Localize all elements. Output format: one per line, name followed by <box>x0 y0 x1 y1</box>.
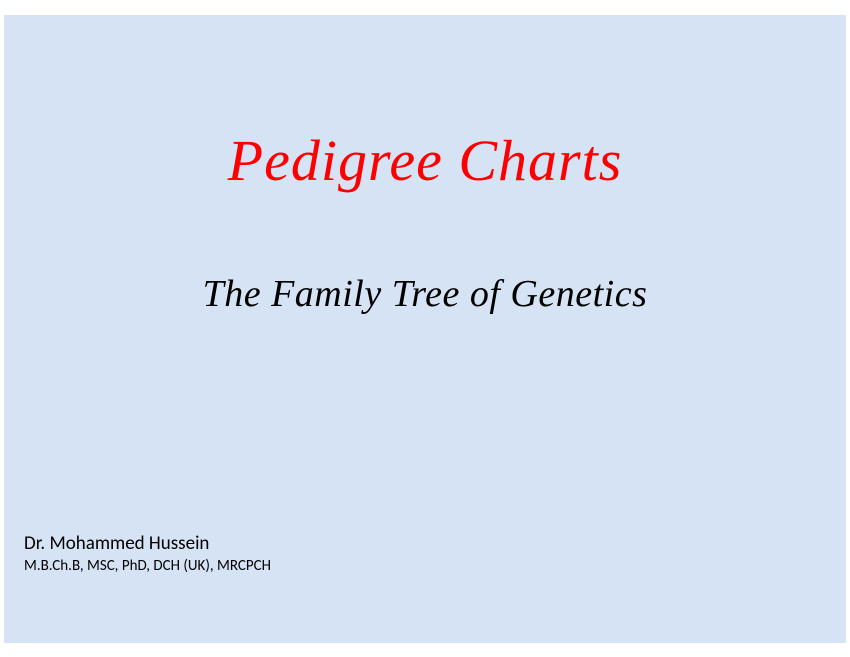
author-block: Dr. Mohammed Hussein M.B.Ch.B, MSC, PhD,… <box>24 532 271 575</box>
slide-subtitle: The Family Tree of Genetics <box>4 272 846 316</box>
author-name: Dr. Mohammed Hussein <box>24 532 271 555</box>
author-credentials: M.B.Ch.B, MSC, PhD, DCH (UK), MRCPCH <box>24 557 271 575</box>
presentation-slide: Pedigree Charts The Family Tree of Genet… <box>4 15 846 643</box>
slide-title: Pedigree Charts <box>4 127 846 194</box>
